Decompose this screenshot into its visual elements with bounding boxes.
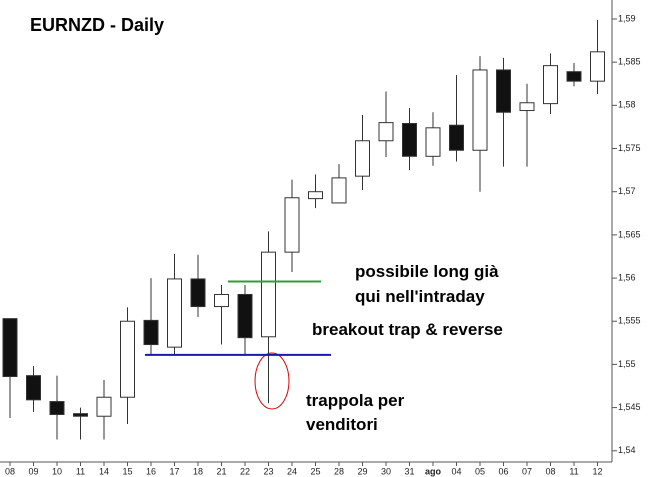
y-tick-label: 1,57 [618,186,636,196]
x-tick-label: 06 [498,466,508,476]
candle-body [261,251,276,338]
x-tick-label: 30 [381,466,391,476]
x-tick-label: 15 [122,466,132,476]
candle-body [26,375,41,401]
x-tick-label: 18 [193,466,203,476]
candle-body [96,396,112,417]
x-tick-label: 22 [240,466,250,476]
candle-body [378,122,394,142]
candle-body [120,320,135,398]
x-tick-label: 08 [545,466,555,476]
candle-body [190,278,206,308]
x-tick-label: 24 [287,466,297,476]
y-tick-label: 1,55 [618,359,636,369]
x-tick-label: 05 [475,466,485,476]
x-tick-label: 11 [569,466,578,476]
annotation: possibile long già [355,262,499,281]
y-tick-label: 1,545 [618,402,641,412]
candle-body [49,401,65,416]
x-tick-label: 16 [146,466,156,476]
x-tick-label: 23 [263,466,273,476]
x-tick-label: 14 [99,466,109,476]
y-tick-label: 1,58 [618,100,636,110]
x-tick-label: 07 [522,466,532,476]
x-tick-label: 25 [310,466,320,476]
candle-body [402,122,417,157]
chart-title: EURNZD - Daily [30,15,164,35]
annotation: breakout trap & reverse [312,320,503,339]
candle-body [425,127,441,157]
candle-body [73,413,88,417]
x-tick-label: 04 [451,466,461,476]
x-tick-label: ago [425,466,442,476]
y-tick-label: 1,565 [618,229,641,239]
candle-body [590,51,605,82]
candle-body [308,191,323,200]
candle-body [284,197,300,253]
x-tick-label: 31 [404,466,414,476]
candle-body [543,65,558,105]
x-tick-label: 11 [76,466,85,476]
y-tick-label: 1,54 [618,445,636,455]
y-tick-label: 1,56 [618,272,636,282]
candle-body [355,140,370,177]
candle-body [2,318,18,378]
candle-body [167,278,182,348]
y-tick-label: 1,585 [618,57,641,67]
x-tick-label: 10 [52,466,62,476]
x-tick-label: 28 [334,466,344,476]
candle-body [143,319,159,346]
x-tick-label: 29 [357,466,367,476]
annotation: venditori [306,415,378,434]
candle-body [449,124,464,151]
annotation: trappola per [306,391,405,410]
x-tick-label: 21 [216,466,226,476]
candle-body [237,293,253,339]
highlight-ellipse [254,352,290,410]
candle-body [519,102,535,112]
candle-body [331,177,347,204]
x-tick-label: 12 [592,466,602,476]
y-tick-label: 1,555 [618,316,641,326]
annotation: qui nell'intraday [355,287,485,306]
candle-body [214,293,229,308]
candle-body [566,71,582,82]
x-tick-label: 17 [169,466,179,476]
y-tick-label: 1,59 [618,13,636,23]
candle-body [472,69,488,151]
x-tick-label: 09 [28,466,38,476]
candle-body [496,69,511,113]
y-tick-label: 1,575 [618,143,641,153]
x-tick-label: 08 [5,466,15,476]
